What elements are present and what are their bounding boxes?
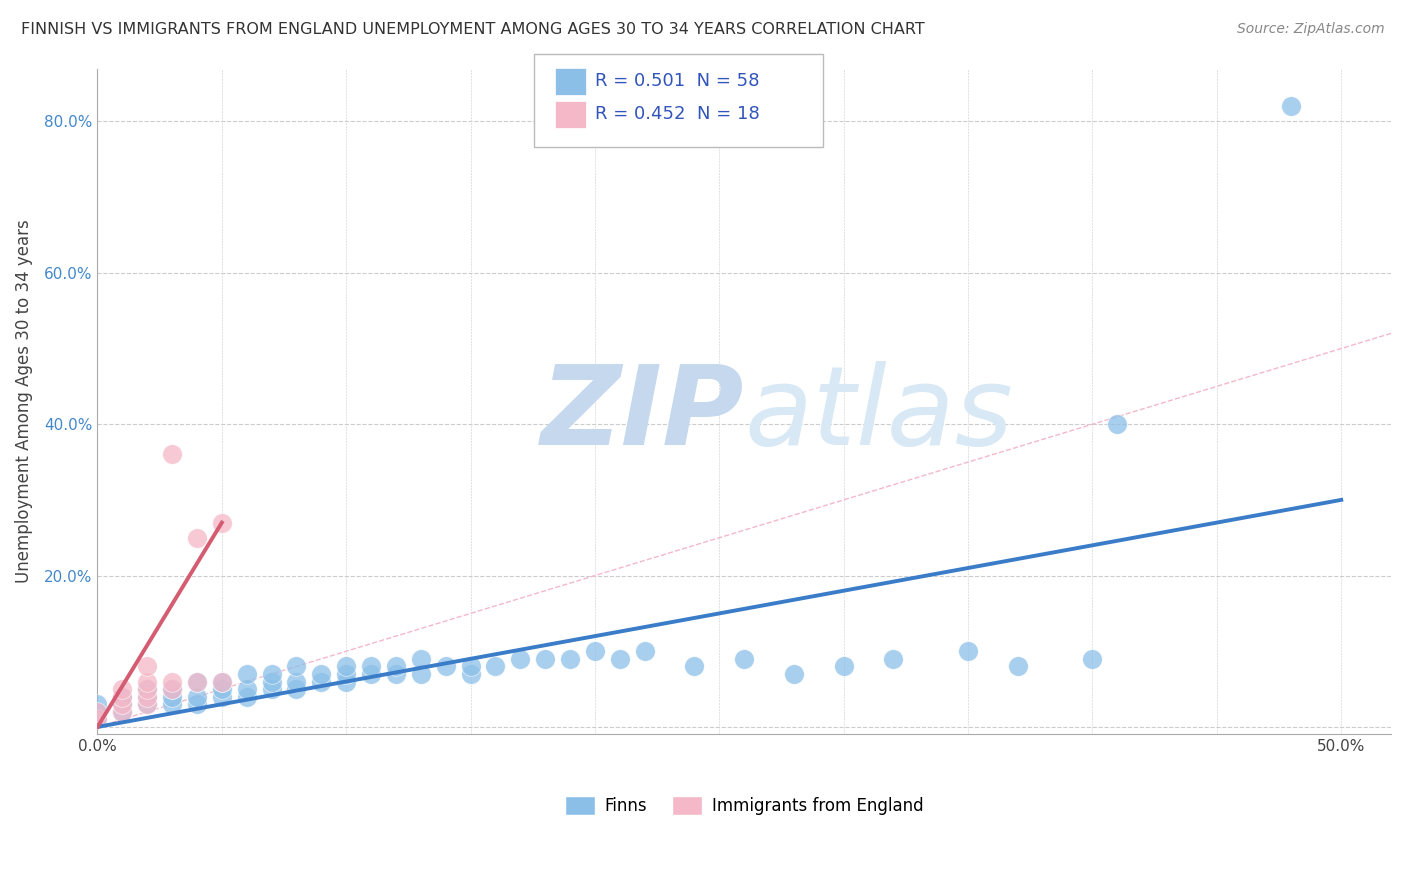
Point [733, 652, 755, 666]
Text: ZIP: ZIP [541, 361, 744, 468]
Point [111, 690, 134, 704]
Point [285, 659, 308, 673]
Point [385, 667, 408, 681]
Point [86, 712, 108, 726]
Point [111, 705, 134, 719]
Point [509, 652, 531, 666]
Point [160, 448, 183, 462]
Point [285, 682, 308, 697]
Point [160, 682, 183, 697]
Point [583, 644, 606, 658]
Point [260, 682, 283, 697]
Legend: Finns, Immigrants from England: Finns, Immigrants from England [558, 789, 931, 822]
Point [311, 667, 333, 681]
Point [335, 674, 357, 689]
Point [111, 697, 134, 711]
Point [683, 659, 706, 673]
Point [111, 682, 134, 697]
Point [460, 659, 482, 673]
Point [186, 690, 208, 704]
Point [86, 697, 108, 711]
Text: R = 0.501  N = 58: R = 0.501 N = 58 [595, 72, 759, 90]
Point [186, 697, 208, 711]
Point [882, 652, 904, 666]
Point [111, 697, 134, 711]
Point [558, 652, 581, 666]
Point [260, 674, 283, 689]
Point [136, 697, 159, 711]
Point [211, 690, 233, 704]
Point [160, 674, 183, 689]
Point [111, 690, 134, 704]
Point [235, 667, 257, 681]
Y-axis label: Unemployment Among Ages 30 to 34 years: Unemployment Among Ages 30 to 34 years [15, 219, 32, 583]
Point [534, 652, 557, 666]
Point [211, 682, 233, 697]
Point [136, 682, 159, 697]
Point [86, 705, 108, 719]
Point [634, 644, 657, 658]
Point [1281, 99, 1303, 113]
Point [484, 659, 506, 673]
Point [86, 705, 108, 719]
Point [211, 516, 233, 530]
Point [335, 667, 357, 681]
Point [136, 690, 159, 704]
Point [460, 667, 482, 681]
Point [186, 674, 208, 689]
Point [111, 705, 134, 719]
Point [136, 697, 159, 711]
Point [186, 674, 208, 689]
Point [434, 659, 457, 673]
Point [160, 682, 183, 697]
Point [360, 667, 382, 681]
Point [211, 674, 233, 689]
Point [311, 674, 333, 689]
Point [1007, 659, 1029, 673]
Point [186, 531, 208, 545]
Point [160, 697, 183, 711]
Point [335, 659, 357, 673]
Point [136, 690, 159, 704]
Text: FINNISH VS IMMIGRANTS FROM ENGLAND UNEMPLOYMENT AMONG AGES 30 TO 34 YEARS CORREL: FINNISH VS IMMIGRANTS FROM ENGLAND UNEMP… [21, 22, 925, 37]
Point [160, 690, 183, 704]
Point [211, 674, 233, 689]
Point [609, 652, 631, 666]
Point [235, 690, 257, 704]
Point [360, 659, 382, 673]
Point [409, 667, 432, 681]
Text: R = 0.452  N = 18: R = 0.452 N = 18 [595, 105, 759, 123]
Point [136, 659, 159, 673]
Point [385, 659, 408, 673]
Text: Source: ZipAtlas.com: Source: ZipAtlas.com [1237, 22, 1385, 37]
Point [1107, 417, 1129, 432]
Point [235, 682, 257, 697]
Point [957, 644, 980, 658]
Text: atlas: atlas [744, 361, 1012, 468]
Point [136, 682, 159, 697]
Point [409, 652, 432, 666]
Point [86, 712, 108, 726]
Point [260, 667, 283, 681]
Point [285, 674, 308, 689]
Point [832, 659, 855, 673]
Point [1081, 652, 1104, 666]
Point [783, 667, 806, 681]
Point [136, 674, 159, 689]
